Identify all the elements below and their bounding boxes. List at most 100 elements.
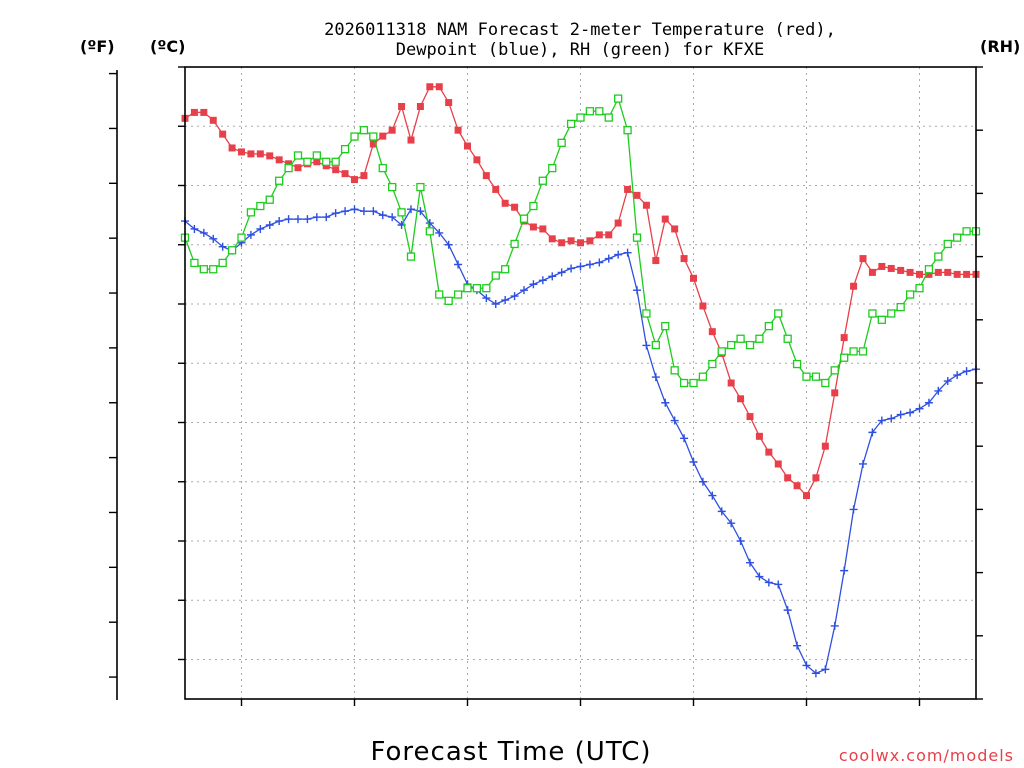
- dewpoint-point: [359, 207, 368, 216]
- rh-unit-label: (RH): [980, 37, 1020, 56]
- rh-point: [783, 334, 792, 343]
- dewpoint-point: [670, 416, 679, 425]
- dewpoint-point: [407, 205, 415, 214]
- rh-point: [312, 151, 321, 160]
- temperature-point: [275, 156, 283, 164]
- dewpoint-point: [651, 373, 660, 382]
- rh-point: [679, 378, 689, 388]
- dewpoint-point: [576, 262, 585, 271]
- dewpoint-point: [962, 367, 971, 376]
- temperature-point: [247, 150, 255, 158]
- temperature-point: [737, 395, 745, 403]
- rh-point: [905, 290, 915, 299]
- temperature-point: [793, 482, 801, 490]
- temperature-point: [445, 99, 453, 107]
- rh-point: [623, 126, 632, 135]
- temperature-point: [511, 203, 519, 211]
- dewpoint-point: [859, 459, 867, 468]
- rh-point: [689, 378, 698, 388]
- temperature-point: [256, 150, 264, 158]
- temperature-point: [661, 215, 669, 223]
- dewpoint-point: [501, 296, 510, 305]
- temperature-point: [332, 166, 340, 174]
- temperature-point: [369, 140, 377, 148]
- rh-point: [670, 366, 679, 375]
- temperature-point: [746, 413, 754, 421]
- dewpoint-point: [746, 558, 754, 567]
- dewpoint-point: [717, 507, 726, 516]
- temperature-point: [671, 225, 679, 233]
- temperature-point: [765, 448, 773, 456]
- rh-point: [953, 233, 962, 242]
- rh-point: [896, 303, 905, 312]
- chart-title: 2026011318 NAM Forecast 2-meter Temperat…: [324, 20, 836, 60]
- rh-point: [736, 334, 745, 343]
- dewpoint-point: [943, 377, 952, 386]
- temperature-point: [850, 282, 858, 290]
- dewpoint-point: [698, 477, 707, 486]
- temperature-point: [294, 164, 302, 172]
- rh-point: [708, 359, 717, 369]
- temperature-point: [784, 474, 792, 482]
- rh-point: [727, 340, 736, 350]
- dewpoint-point: [708, 491, 717, 500]
- rh-point: [877, 315, 886, 324]
- temperature-point: [454, 126, 462, 134]
- temperature-point: [595, 231, 603, 239]
- temperature-point: [416, 103, 424, 110]
- rh-point: [717, 347, 726, 356]
- temperature-point: [934, 268, 942, 276]
- dewpoint-point: [614, 250, 623, 259]
- dewpoint-point: [218, 242, 227, 251]
- dewpoint-point: [811, 669, 820, 678]
- dewpoint-point: [529, 280, 538, 289]
- dewpoint-point: [482, 294, 491, 303]
- temperature-point: [200, 108, 208, 116]
- rh-point: [435, 290, 444, 299]
- rh-point: [604, 113, 613, 122]
- temperature-point: [238, 148, 245, 156]
- temperature-point: [407, 136, 415, 144]
- dewpoint-point: [661, 398, 670, 407]
- rh-point: [425, 227, 434, 236]
- rh-point: [849, 347, 858, 356]
- dewpoint-point: [868, 428, 877, 437]
- rh-point: [491, 271, 500, 280]
- dewpoint-point: [953, 371, 962, 380]
- dewpoint-point: [877, 416, 886, 425]
- dewpoint-point: [388, 213, 397, 222]
- rh-point: [331, 157, 340, 166]
- dewpoint-point: [520, 286, 528, 295]
- dewpoint-point: [633, 286, 641, 295]
- dewpoint-point: [510, 292, 519, 301]
- dewpoint-point: [642, 341, 651, 350]
- rh-point: [275, 176, 284, 185]
- dewpoint-point: [548, 272, 557, 281]
- rh-point: [858, 347, 868, 356]
- rh-point: [453, 290, 463, 299]
- rh-point: [350, 132, 359, 141]
- dewpoint-point: [783, 606, 792, 615]
- rh-point: [614, 94, 623, 103]
- rh-point: [661, 321, 670, 331]
- credit-text: coolwx.com/models: [839, 746, 1014, 765]
- dewpoint-point: [585, 260, 594, 269]
- rh-point: [388, 182, 397, 192]
- temperature-point: [859, 255, 867, 263]
- rh-point: [416, 182, 425, 192]
- rh-point: [595, 107, 604, 116]
- temperature-point: [755, 432, 763, 440]
- rh-point: [397, 208, 406, 217]
- rh-point: [651, 340, 660, 350]
- dewpoint-point: [774, 580, 783, 589]
- temperature-point: [925, 270, 933, 278]
- rh-point: [755, 334, 764, 343]
- temperature-point: [614, 219, 622, 227]
- temperature-point: [351, 176, 358, 184]
- temperature-point: [605, 231, 613, 239]
- rh-point: [472, 284, 482, 293]
- rh-point: [802, 372, 811, 381]
- temperature-point: [388, 126, 396, 134]
- dewpoint-point: [680, 434, 689, 443]
